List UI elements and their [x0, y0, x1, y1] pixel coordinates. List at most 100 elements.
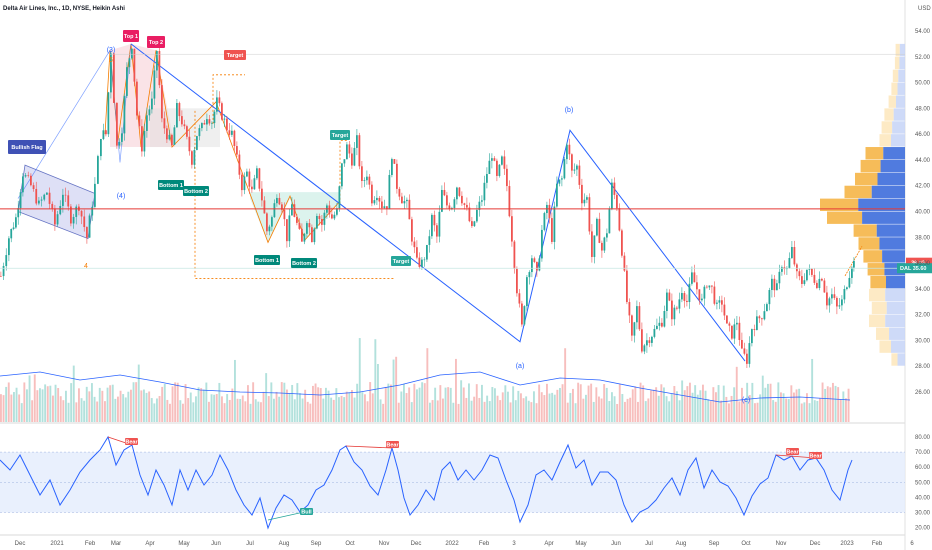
candle-body: [598, 218, 601, 243]
volume-bar: [234, 359, 236, 422]
volume-bar: [678, 400, 681, 422]
vp-up-bar-18: [870, 275, 886, 289]
candle-body: [488, 160, 491, 175]
volume-bar: [821, 382, 824, 422]
rsi-tag-text-2: Bull: [301, 509, 312, 515]
volume-bar: [722, 385, 725, 422]
rsi-tag-text-3: Bear: [786, 449, 799, 455]
candle-body: [466, 204, 468, 208]
candle-body: [22, 176, 24, 193]
candle-body: [808, 268, 811, 270]
candle-body: [813, 274, 816, 283]
volume-bar: [600, 398, 603, 422]
volume-bar: [478, 397, 481, 422]
wave-label-4: (b): [565, 107, 574, 114]
candle-body: [403, 201, 406, 204]
candle-body: [688, 283, 691, 303]
candle-body: [221, 103, 223, 120]
volume-bar: [122, 394, 125, 422]
volume-bar: [54, 384, 57, 422]
volume-bar: [535, 403, 538, 422]
volume-bar: [41, 389, 44, 422]
volume-bar: [377, 363, 379, 422]
volume-bar: [780, 392, 782, 422]
candle-body: [481, 200, 483, 202]
candle-body: [243, 176, 246, 191]
candle-body: [398, 188, 401, 197]
candle-body: [518, 293, 521, 304]
volume-bar: [200, 388, 203, 422]
candle-body: [486, 174, 488, 183]
candle-body: [603, 237, 606, 251]
candle-body: [788, 257, 791, 269]
candle-body: [46, 192, 48, 195]
wave-label-1: 5: [109, 57, 113, 64]
symbol-badge: [897, 263, 932, 274]
candle-body: [356, 135, 358, 148]
candle-body: [233, 130, 236, 147]
candle-body: [343, 159, 346, 164]
volume-bar: [338, 397, 340, 422]
volume-bar: [587, 385, 590, 422]
candle-body: [823, 280, 826, 293]
candle-body: [431, 214, 433, 237]
candle-body: [358, 135, 361, 167]
volume-bar: [270, 382, 273, 422]
candle-body: [323, 212, 326, 225]
volume-bar: [605, 387, 608, 422]
candle-body: [143, 130, 146, 152]
candle-body: [731, 325, 733, 339]
candle-body: [693, 272, 696, 283]
candle-body: [173, 127, 176, 145]
candle-body: [216, 97, 218, 112]
volume-bar: [501, 392, 504, 422]
price-tick-label-9: 44.00: [915, 158, 931, 164]
volume-bar: [743, 399, 746, 422]
volume-bar: [309, 403, 312, 422]
candle-body: [318, 215, 321, 219]
volume-bar: [470, 400, 473, 422]
volume-bar: [247, 385, 249, 422]
candle-body: [583, 199, 586, 204]
vp-up-bar-16: [863, 250, 883, 263]
volume-bar: [351, 390, 353, 422]
volume-bar: [777, 382, 780, 422]
candle-body: [168, 134, 171, 140]
volume-bar: [218, 382, 221, 422]
candle-body: [148, 109, 151, 116]
volume-bar: [631, 389, 634, 422]
price-tick-label-14: 54.00: [915, 29, 931, 35]
volume-bar: [325, 387, 327, 422]
candle-body: [763, 311, 766, 320]
price-tick-label-12: 50.00: [915, 81, 931, 87]
candle-body: [102, 130, 105, 139]
volume-bar: [590, 383, 593, 422]
volume-bar: [845, 398, 847, 422]
volume-bar: [374, 339, 377, 422]
time-tick-label-0: Dec: [15, 541, 26, 547]
candle-body: [556, 183, 558, 207]
candle-body: [513, 241, 516, 269]
volume-bar: [299, 393, 301, 422]
candle-body: [471, 221, 473, 227]
volume-bar: [520, 393, 522, 422]
volume-bar: [465, 397, 468, 422]
candle-body: [15, 217, 17, 228]
candle-body: [791, 247, 793, 258]
volume-bar: [686, 386, 689, 422]
volume-bar: [244, 401, 247, 422]
candle-body: [276, 197, 278, 204]
candle-body: [223, 118, 226, 120]
candle-body: [618, 208, 621, 231]
volume-bar: [514, 400, 517, 422]
volume-bar: [384, 386, 387, 422]
volume-bar: [618, 384, 621, 422]
volume-bar: [488, 401, 491, 422]
vp-down-bar-6: [892, 121, 905, 134]
candle-body: [271, 217, 273, 227]
time-tick-label-5: May: [178, 541, 189, 547]
candle-body: [166, 128, 168, 140]
volume-bar: [782, 393, 785, 422]
candlesticks: [0, 45, 855, 369]
